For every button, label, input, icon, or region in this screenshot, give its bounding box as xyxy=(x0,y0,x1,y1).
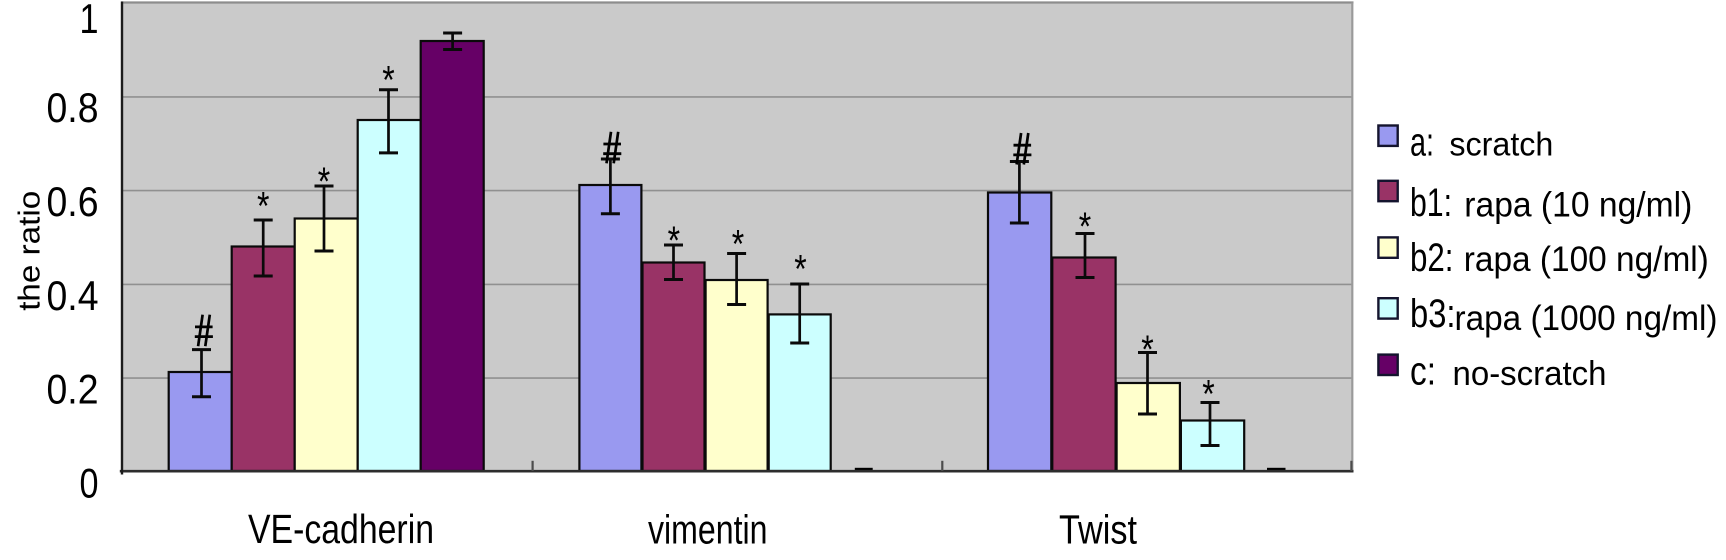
svg-text:Twist: Twist xyxy=(1059,507,1137,553)
svg-text:*: * xyxy=(1079,203,1091,248)
svg-text:*: * xyxy=(732,221,744,266)
svg-text:1: 1 xyxy=(80,0,99,42)
svg-text:b2:: b2: xyxy=(1410,236,1454,280)
svg-text:rapa (1000 ng/ml): rapa (1000 ng/ml) xyxy=(1455,299,1718,338)
svg-text:0.8: 0.8 xyxy=(47,84,99,131)
svg-text:*: * xyxy=(257,183,269,228)
svg-text:0.2: 0.2 xyxy=(47,366,99,413)
svg-text:0: 0 xyxy=(80,459,99,506)
svg-text:*: * xyxy=(1141,326,1153,371)
svg-text:*: * xyxy=(382,57,394,102)
svg-text:the ratio: the ratio xyxy=(11,191,46,311)
svg-text:*: * xyxy=(794,246,806,291)
svg-text:c:: c: xyxy=(1410,349,1436,393)
svg-text:b1:: b1: xyxy=(1410,181,1452,225)
svg-text:b3:: b3: xyxy=(1410,292,1456,336)
svg-text:0.4: 0.4 xyxy=(47,272,99,319)
svg-text:no-scratch: no-scratch xyxy=(1453,355,1607,393)
svg-text:rapa (100 ng/ml): rapa (100 ng/ml) xyxy=(1464,240,1709,279)
svg-text:rapa (10 ng/ml): rapa (10 ng/ml) xyxy=(1464,186,1692,225)
svg-text:vimentin: vimentin xyxy=(648,507,768,553)
svg-text:*: * xyxy=(318,158,330,203)
svg-text:*: * xyxy=(1202,371,1214,416)
svg-text:scratch: scratch xyxy=(1449,126,1553,163)
svg-text:VE-cadherin: VE-cadherin xyxy=(248,506,434,552)
svg-text:a:: a: xyxy=(1410,121,1434,165)
svg-text:*: * xyxy=(668,217,680,262)
svg-text:0.6: 0.6 xyxy=(47,178,99,225)
